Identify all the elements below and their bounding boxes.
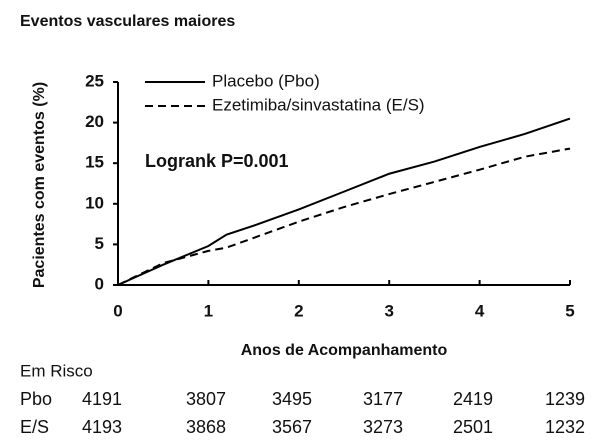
at-risk-row-label: Pbo <box>20 389 52 409</box>
y-tick-label: 5 <box>95 234 104 253</box>
y-tick-label: 20 <box>85 112 104 131</box>
legend-label: Placebo (Pbo) <box>212 71 320 90</box>
x-tick-label: 5 <box>565 301 574 320</box>
at-risk-value: 2501 <box>453 417 493 437</box>
x-tick-label: 4 <box>475 301 485 320</box>
y-tick-label: 0 <box>95 274 104 293</box>
x-tick-label: 3 <box>384 301 393 320</box>
at-risk-value: 4193 <box>82 417 122 437</box>
at-risk-value: 3807 <box>186 389 226 409</box>
y-tick-label: 25 <box>85 71 104 90</box>
at-risk-title: Em Risco <box>20 361 93 380</box>
at-risk-value: 2419 <box>453 389 493 409</box>
at-risk-value: 3495 <box>272 389 312 409</box>
legend-label: Ezetimiba/sinvastatina (E/S) <box>212 95 425 114</box>
series-line <box>117 117 571 286</box>
annotation: Logrank P=0.001 <box>145 151 289 171</box>
at-risk-value: 3177 <box>363 389 403 409</box>
y-tick-label: 10 <box>85 193 104 212</box>
at-risk-value: 3273 <box>363 417 403 437</box>
y-axis-label: Pacientes com eventos (%) <box>31 82 48 288</box>
at-risk-value: 4191 <box>82 389 122 409</box>
at-risk-value: 3567 <box>272 417 312 437</box>
at-risk-value: 1232 <box>545 417 585 437</box>
at-risk-value: 3868 <box>186 417 226 437</box>
x-tick-label: 2 <box>294 301 303 320</box>
y-tick-label: 15 <box>85 153 104 172</box>
x-axis-label: Anos de Acompanhamento <box>241 342 448 359</box>
at-risk-value: 1239 <box>545 389 585 409</box>
chart-title: Eventos vasculares maiores <box>20 13 235 30</box>
at-risk-row-label: E/S <box>20 417 49 437</box>
x-tick-label: 0 <box>113 301 122 320</box>
x-tick-label: 1 <box>204 301 213 320</box>
